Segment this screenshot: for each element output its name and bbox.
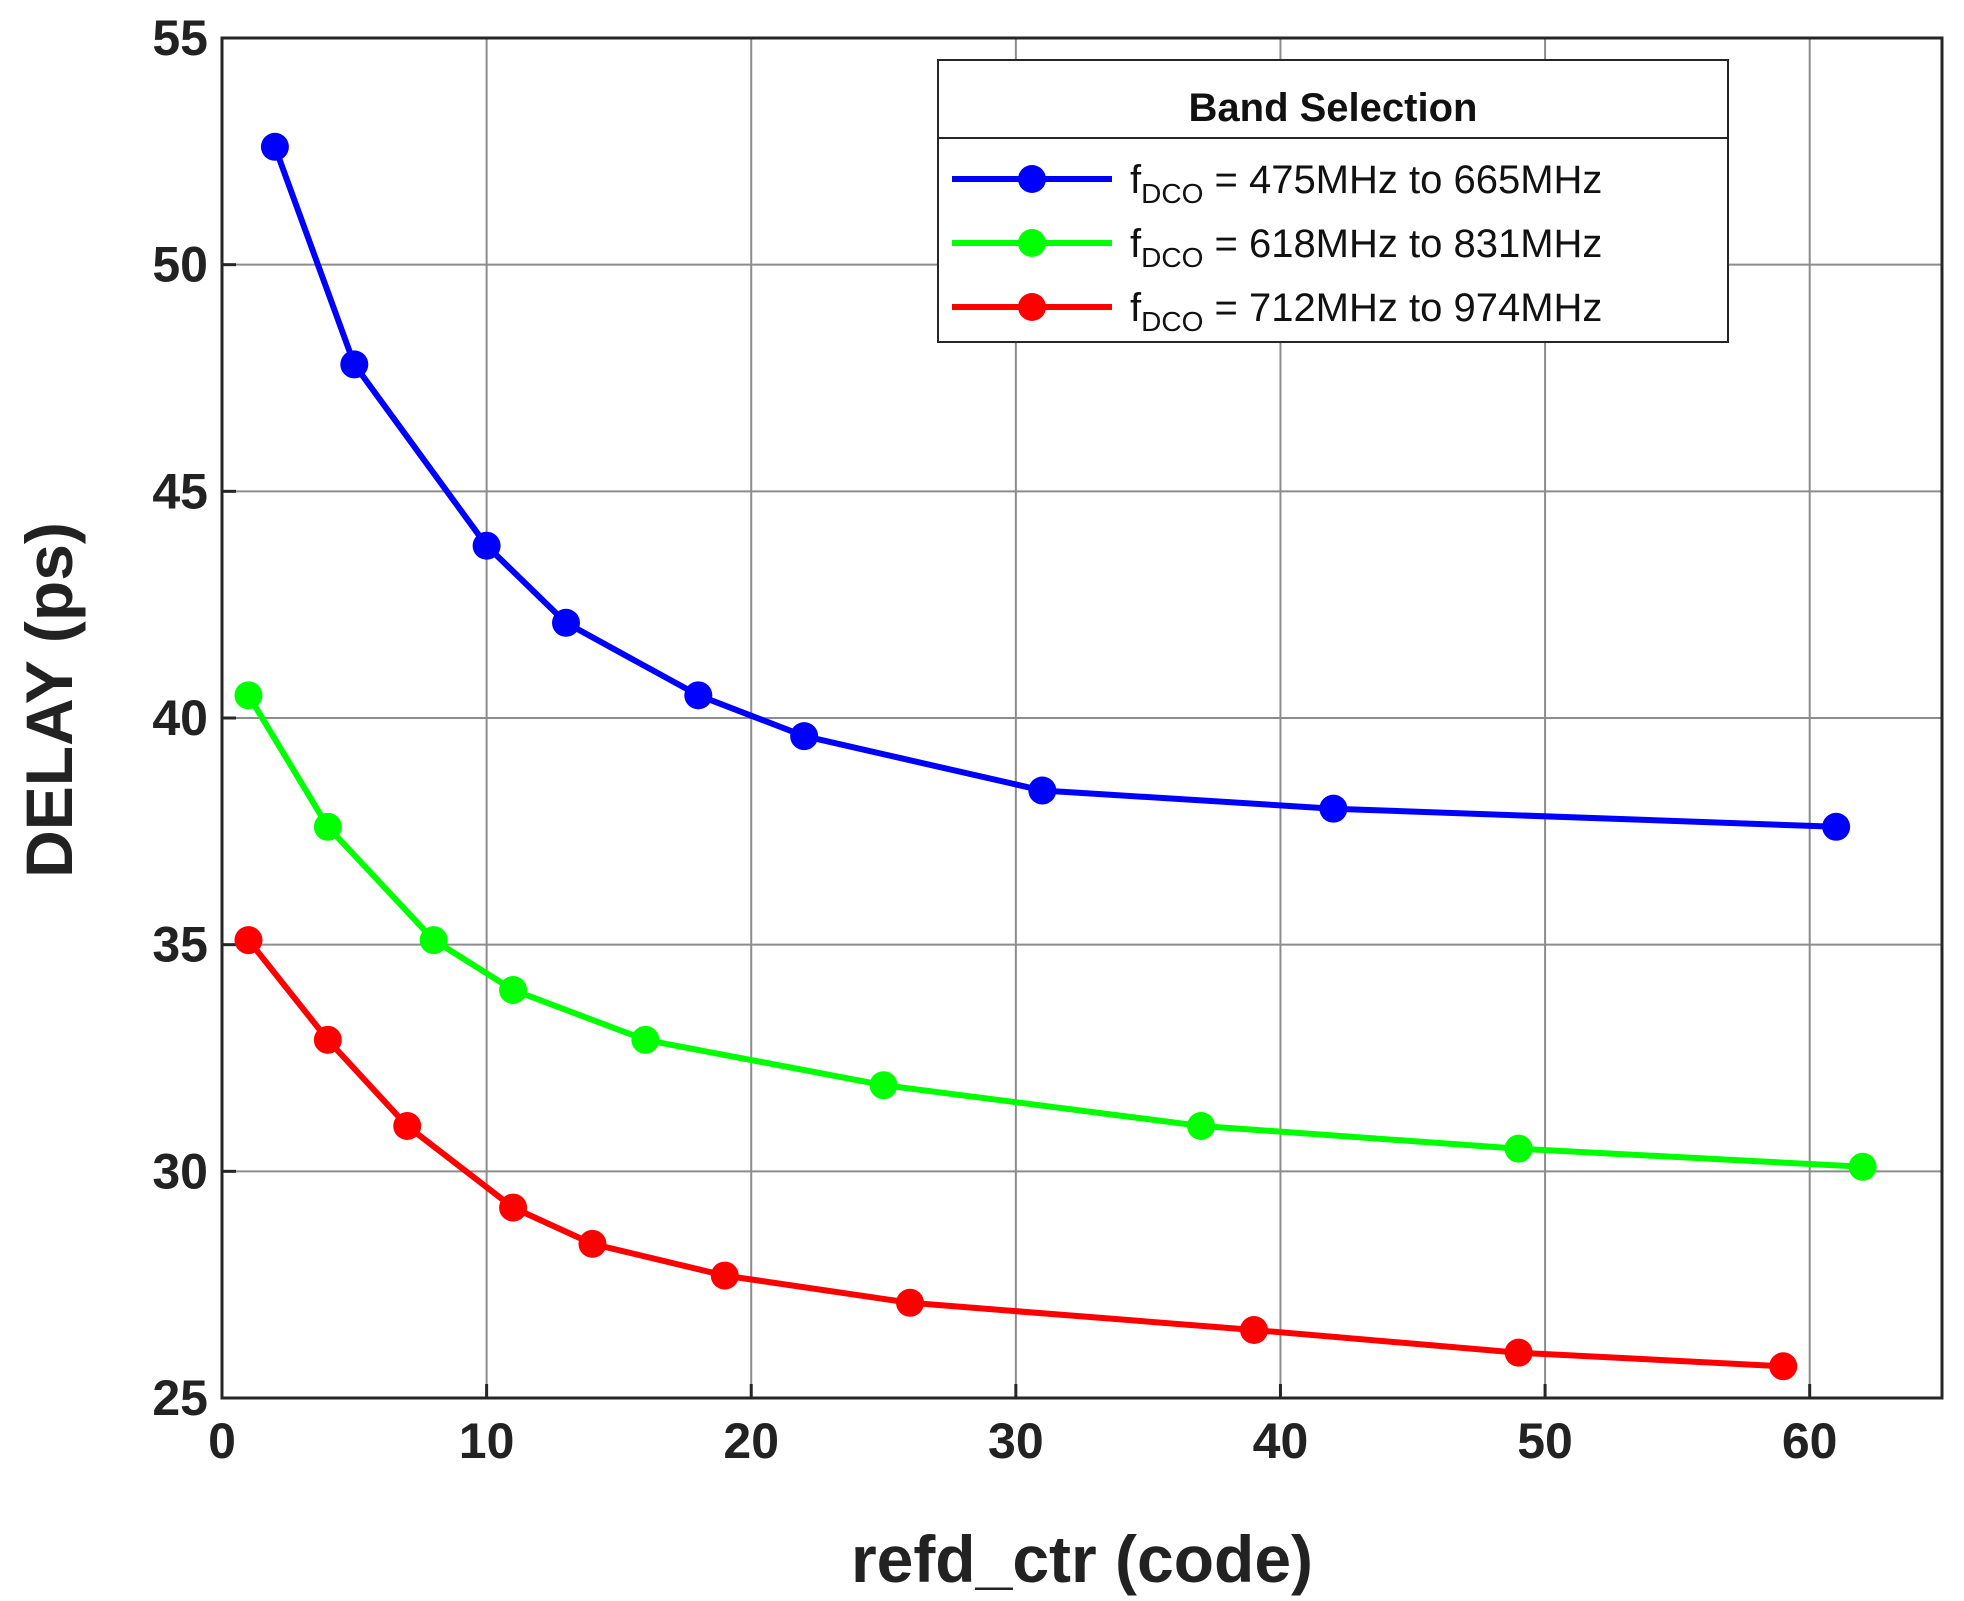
legend-label: fDCO = 618MHz to 831MHz [1130, 222, 1602, 273]
series-3-point [234, 926, 263, 955]
legend-entries: fDCO = 475MHz to 665MHz fDCO = 618MHz to … [952, 158, 1602, 337]
series-1-point [1822, 812, 1851, 841]
series-1-point [790, 722, 819, 751]
series-3-point [313, 1025, 342, 1054]
series-3-point [710, 1261, 739, 1290]
series-1-point [1319, 794, 1348, 823]
series-3-point [1240, 1316, 1268, 1344]
series-3-point [393, 1112, 422, 1140]
legend-marker [1018, 229, 1046, 257]
series-3 [234, 926, 1798, 1381]
series-2-point [631, 1025, 660, 1054]
axis-ticks: 0 10 20 30 40 50 60 25 30 35 40 45 50 55 [152, 10, 1837, 1469]
series-2-point [869, 1071, 898, 1100]
x-tick-label: 0 [208, 1413, 236, 1469]
legend-marker [1018, 293, 1046, 321]
series-2-point [313, 812, 342, 841]
x-axis-title: refd_ctr (code) [851, 1522, 1313, 1596]
y-tick-label: 35 [152, 917, 208, 973]
series-layer [234, 132, 1877, 1381]
legend-marker [1018, 165, 1046, 193]
series-2-point [1848, 1152, 1877, 1181]
y-tick-label: 25 [152, 1370, 208, 1426]
x-tick-label: 10 [459, 1413, 515, 1469]
series-3-point [1769, 1352, 1798, 1381]
y-tick-label: 30 [152, 1143, 208, 1199]
legend: Band Selection fDCO = 475MHz to 665MHzfD… [937, 59, 1729, 343]
series-1-point [472, 531, 501, 560]
series-2-point [499, 976, 528, 1004]
series-1-point [684, 681, 713, 710]
legend-entry-2: fDCO = 618MHz to 831MHz [952, 222, 1602, 273]
series-1-point [552, 608, 580, 637]
series-1-point [340, 350, 369, 379]
y-tick-label: 55 [152, 10, 208, 66]
y-axis-title: DELAY (ps) [12, 522, 86, 878]
series-1 [260, 132, 1851, 841]
x-tick-label: 20 [723, 1413, 779, 1469]
legend-box [937, 59, 1729, 343]
legend-label: fDCO = 475MHz to 665MHz [1130, 158, 1602, 209]
y-tick-label: 50 [152, 237, 208, 293]
x-tick-label: 50 [1517, 1413, 1573, 1469]
series-2-point [419, 926, 448, 955]
legend-title: Band Selection [1189, 86, 1478, 130]
x-tick-label: 60 [1782, 1413, 1838, 1469]
series-1-point [260, 132, 289, 161]
series-3-point [499, 1193, 528, 1222]
series-2-point [1504, 1134, 1533, 1163]
series-1-point [1028, 776, 1057, 805]
series-3-point [578, 1229, 607, 1258]
series-3-point [1504, 1338, 1533, 1367]
legend-entry-3: fDCO = 712MHz to 974MHz [952, 286, 1602, 337]
y-tick-label: 40 [152, 690, 208, 746]
series-3-line [246, 938, 1784, 1370]
x-tick-label: 30 [988, 1413, 1044, 1469]
series-2 [234, 681, 1877, 1181]
series-3-point [896, 1288, 924, 1317]
series-2-point [234, 681, 263, 710]
y-tick-label: 45 [152, 463, 208, 519]
legend-label: fDCO = 712MHz to 974MHz [1130, 286, 1602, 337]
series-2-point [1187, 1112, 1216, 1140]
legend-entry-1: fDCO = 475MHz to 665MHz [952, 158, 1602, 209]
x-tick-label: 40 [1253, 1413, 1309, 1469]
